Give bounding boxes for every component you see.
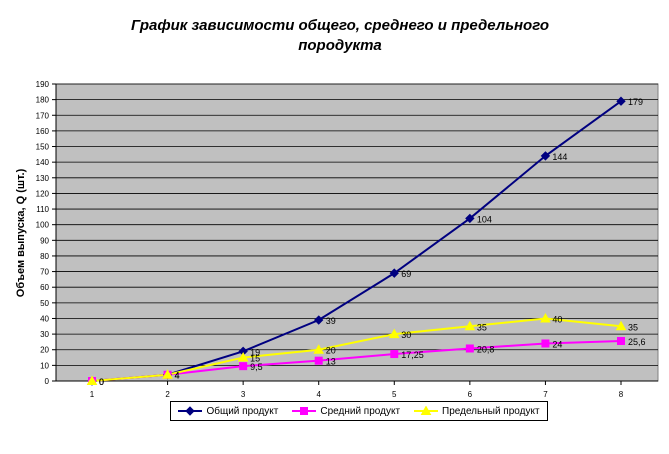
data-label-total: 0 — [99, 377, 104, 387]
legend-marker — [420, 406, 432, 415]
y-tick-label: 50 — [40, 299, 49, 308]
data-point-average — [314, 356, 323, 365]
data-label-average: 17,25 — [401, 350, 424, 360]
chart-legend: Общий продукт Средний продукт Предельный… — [170, 401, 548, 421]
data-point-average — [239, 362, 248, 371]
data-label-average: 24 — [552, 339, 562, 349]
y-tick-label: 30 — [40, 330, 49, 339]
data-point-average — [390, 350, 399, 359]
data-label-marginal: 0 — [99, 377, 104, 387]
data-label-total: 39 — [326, 316, 336, 326]
data-point-total — [389, 268, 399, 278]
y-axis-label: Объем выпуска, Q (шт.) — [15, 168, 27, 298]
y-tick-label: 110 — [36, 205, 49, 214]
data-label-total: 19 — [250, 347, 260, 357]
data-point-marginal — [464, 320, 476, 331]
y-tick-label: 60 — [40, 283, 49, 292]
data-label-average: 4 — [175, 371, 180, 381]
y-tick-label: 20 — [40, 346, 49, 355]
data-point-total — [540, 151, 551, 161]
data-point-total — [465, 213, 475, 224]
x-tick-label: 8 — [619, 390, 624, 399]
legend-marker — [185, 406, 196, 416]
legend-item-marginal: Предельный продукт — [414, 406, 540, 417]
data-label-marginal: 20 — [326, 346, 336, 356]
y-tick-label: 90 — [40, 236, 49, 245]
data-label-marginal: 40 — [552, 314, 562, 324]
data-label-marginal: 15 — [250, 354, 260, 364]
data-point-average — [541, 339, 550, 348]
chart-title-line-1: График зависимости общего, среднего и пр… — [130, 17, 549, 34]
legend-label-marginal: Предельный продукт — [442, 405, 540, 417]
x-tick-label: 6 — [468, 390, 473, 399]
data-label-marginal: 35 — [477, 322, 487, 332]
data-point-marginal — [237, 352, 249, 362]
y-tick-label: 180 — [36, 96, 50, 105]
data-point-total — [616, 96, 626, 106]
data-label-total: 144 — [552, 152, 567, 162]
series-markers — [86, 96, 627, 386]
y-tick-label: 170 — [36, 111, 50, 120]
series-line-total — [91, 100, 622, 382]
x-tick-labels: 1 2 3 4 5 6 7 8 — [90, 390, 624, 399]
data-point-marginal — [540, 312, 551, 323]
y-tick-label: 70 — [40, 268, 49, 277]
series-line-average — [91, 339, 622, 382]
legend-item-average: Средний продукт — [292, 406, 400, 417]
data-label-marginal: 35 — [628, 322, 638, 332]
data-point-marginal — [86, 375, 98, 385]
y-tick-label: 150 — [36, 143, 50, 152]
data-label-marginal: 4 — [175, 371, 180, 381]
x-tick-label: 7 — [543, 390, 548, 399]
axes — [52, 83, 658, 385]
y-tick-label: 120 — [36, 189, 50, 198]
legend-marker — [300, 407, 309, 415]
y-tick-label: 100 — [36, 221, 50, 230]
data-label-marginal: 30 — [401, 330, 411, 340]
y-tick-label: 40 — [40, 314, 49, 323]
data-label-average: 13 — [326, 357, 336, 367]
data-point-marginal — [313, 344, 325, 354]
data-label-average: 25,6 — [628, 337, 646, 347]
gridlines — [56, 83, 658, 366]
series-lines — [91, 100, 622, 382]
x-tick-label: 5 — [392, 390, 397, 399]
data-point-average — [617, 336, 625, 345]
data-label-total: 104 — [477, 214, 492, 224]
legend-label-average: Средний продукт — [320, 405, 401, 417]
data-point-average — [465, 344, 474, 353]
legend-label-total: Общий продукт — [206, 405, 279, 417]
data-label-total: 4 — [175, 371, 180, 381]
data-label-total: 69 — [401, 269, 411, 279]
x-tick-label: 2 — [165, 390, 170, 399]
data-point-marginal — [615, 320, 627, 331]
legend-symbol-marginal — [414, 406, 439, 415]
plot-area — [55, 83, 659, 382]
legend-symbol-total — [178, 406, 203, 416]
y-tick-label: 0 — [45, 377, 50, 386]
legend-item-total: Общий продукт — [178, 406, 278, 417]
y-tick-label: 190 — [36, 80, 50, 89]
data-point-marginal — [162, 369, 173, 379]
y-tick-label: 130 — [36, 174, 50, 183]
series-line-marginal — [91, 317, 622, 382]
y-tick-label: 160 — [36, 127, 50, 136]
legend-symbol-average — [292, 407, 317, 415]
y-tick-label: 10 — [40, 361, 49, 370]
chart-title-line-2: породукта — [298, 37, 382, 54]
y-tick-labels: 0 10 20 30 40 50 60 70 80 90 100 110 120 130 140 150 160… — [36, 80, 50, 386]
x-tick-label: 1 — [90, 390, 95, 399]
y-tick-label: 80 — [40, 252, 49, 261]
data-point-marginal — [388, 328, 400, 339]
data-label-average: 9,5 — [250, 362, 263, 372]
x-tick-label: 4 — [316, 390, 321, 399]
data-label-total: 179 — [628, 97, 643, 107]
data-label-average: 20,8 — [477, 344, 495, 354]
y-tick-label: 140 — [36, 158, 50, 167]
data-point-total — [314, 315, 324, 325]
x-tick-label: 3 — [241, 390, 246, 399]
data-label-average: 0 — [99, 377, 104, 387]
